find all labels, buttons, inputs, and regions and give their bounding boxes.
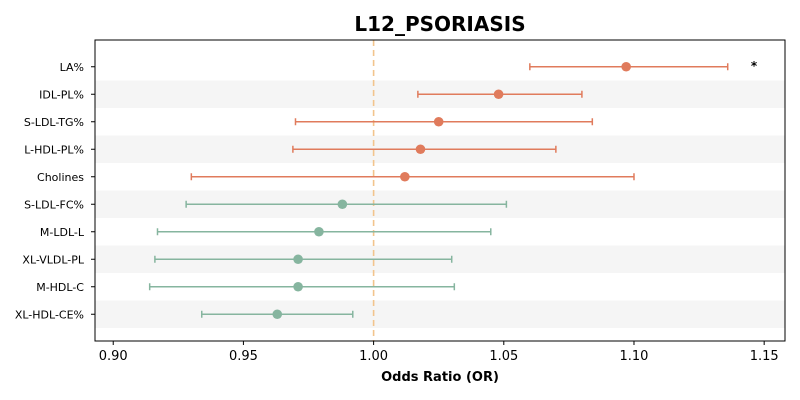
x-tick-label: 0.90 [99, 349, 128, 364]
forest-row: L-HDL-PL% [24, 143, 557, 156]
x-tick-label: 1.10 [620, 349, 649, 364]
or-point [433, 116, 444, 127]
forest-row: LA% * [60, 59, 758, 74]
row-label: XL-HDL-CE% [15, 308, 84, 321]
forest-row: M-LDL-L [40, 226, 492, 239]
row-label: S-LDL-FC% [24, 198, 84, 211]
row-label: S-LDL-TG% [24, 116, 84, 129]
x-axis-label: Odds Ratio (OR) [381, 370, 499, 385]
or-point [272, 309, 283, 320]
x-tick-label: 1.15 [750, 349, 779, 364]
forest-row: IDL-PL% [39, 88, 583, 101]
or-point [314, 226, 324, 237]
x-tick-label: 1.00 [359, 349, 388, 364]
chart-title: L12_PSORIASIS [354, 12, 525, 36]
row-label: M-LDL-L [40, 226, 85, 239]
or-point [415, 144, 426, 155]
row-label: XL-VLDL-PL [22, 253, 84, 266]
row-label: LA% [60, 61, 84, 74]
forest-row: XL-VLDL-PL [22, 253, 453, 266]
or-point [293, 281, 303, 292]
or-point [293, 254, 303, 265]
x-tick-label: 1.05 [489, 349, 518, 364]
forest-row: Cholines [37, 171, 635, 184]
x-axis: 0.90 0.95 1.00 1.05 1.10 1.15 [99, 341, 779, 364]
forest-row: M-HDL-C [36, 281, 456, 294]
significance-marker: * [751, 59, 758, 73]
forest-row: S-LDL-TG% [24, 116, 594, 129]
row-label: IDL-PL% [39, 88, 84, 101]
or-point [400, 171, 410, 182]
plot-frame [94, 39, 786, 342]
forest-row: XL-HDL-CE% [15, 308, 354, 321]
or-point [337, 199, 348, 210]
or-point [493, 89, 504, 100]
row-label: M-HDL-C [36, 281, 84, 294]
row-label: Cholines [37, 171, 84, 184]
forest-row: S-LDL-FC% [24, 198, 508, 211]
forest-rows: LA% * IDL-PL% S-LDL-TG% L-HDL-PL% Cholines S-L… [15, 59, 758, 322]
row-label: L-HDL-PL% [24, 143, 84, 156]
x-tick-label: 0.95 [229, 349, 258, 364]
row-band [95, 300, 785, 328]
or-point [621, 61, 631, 72]
